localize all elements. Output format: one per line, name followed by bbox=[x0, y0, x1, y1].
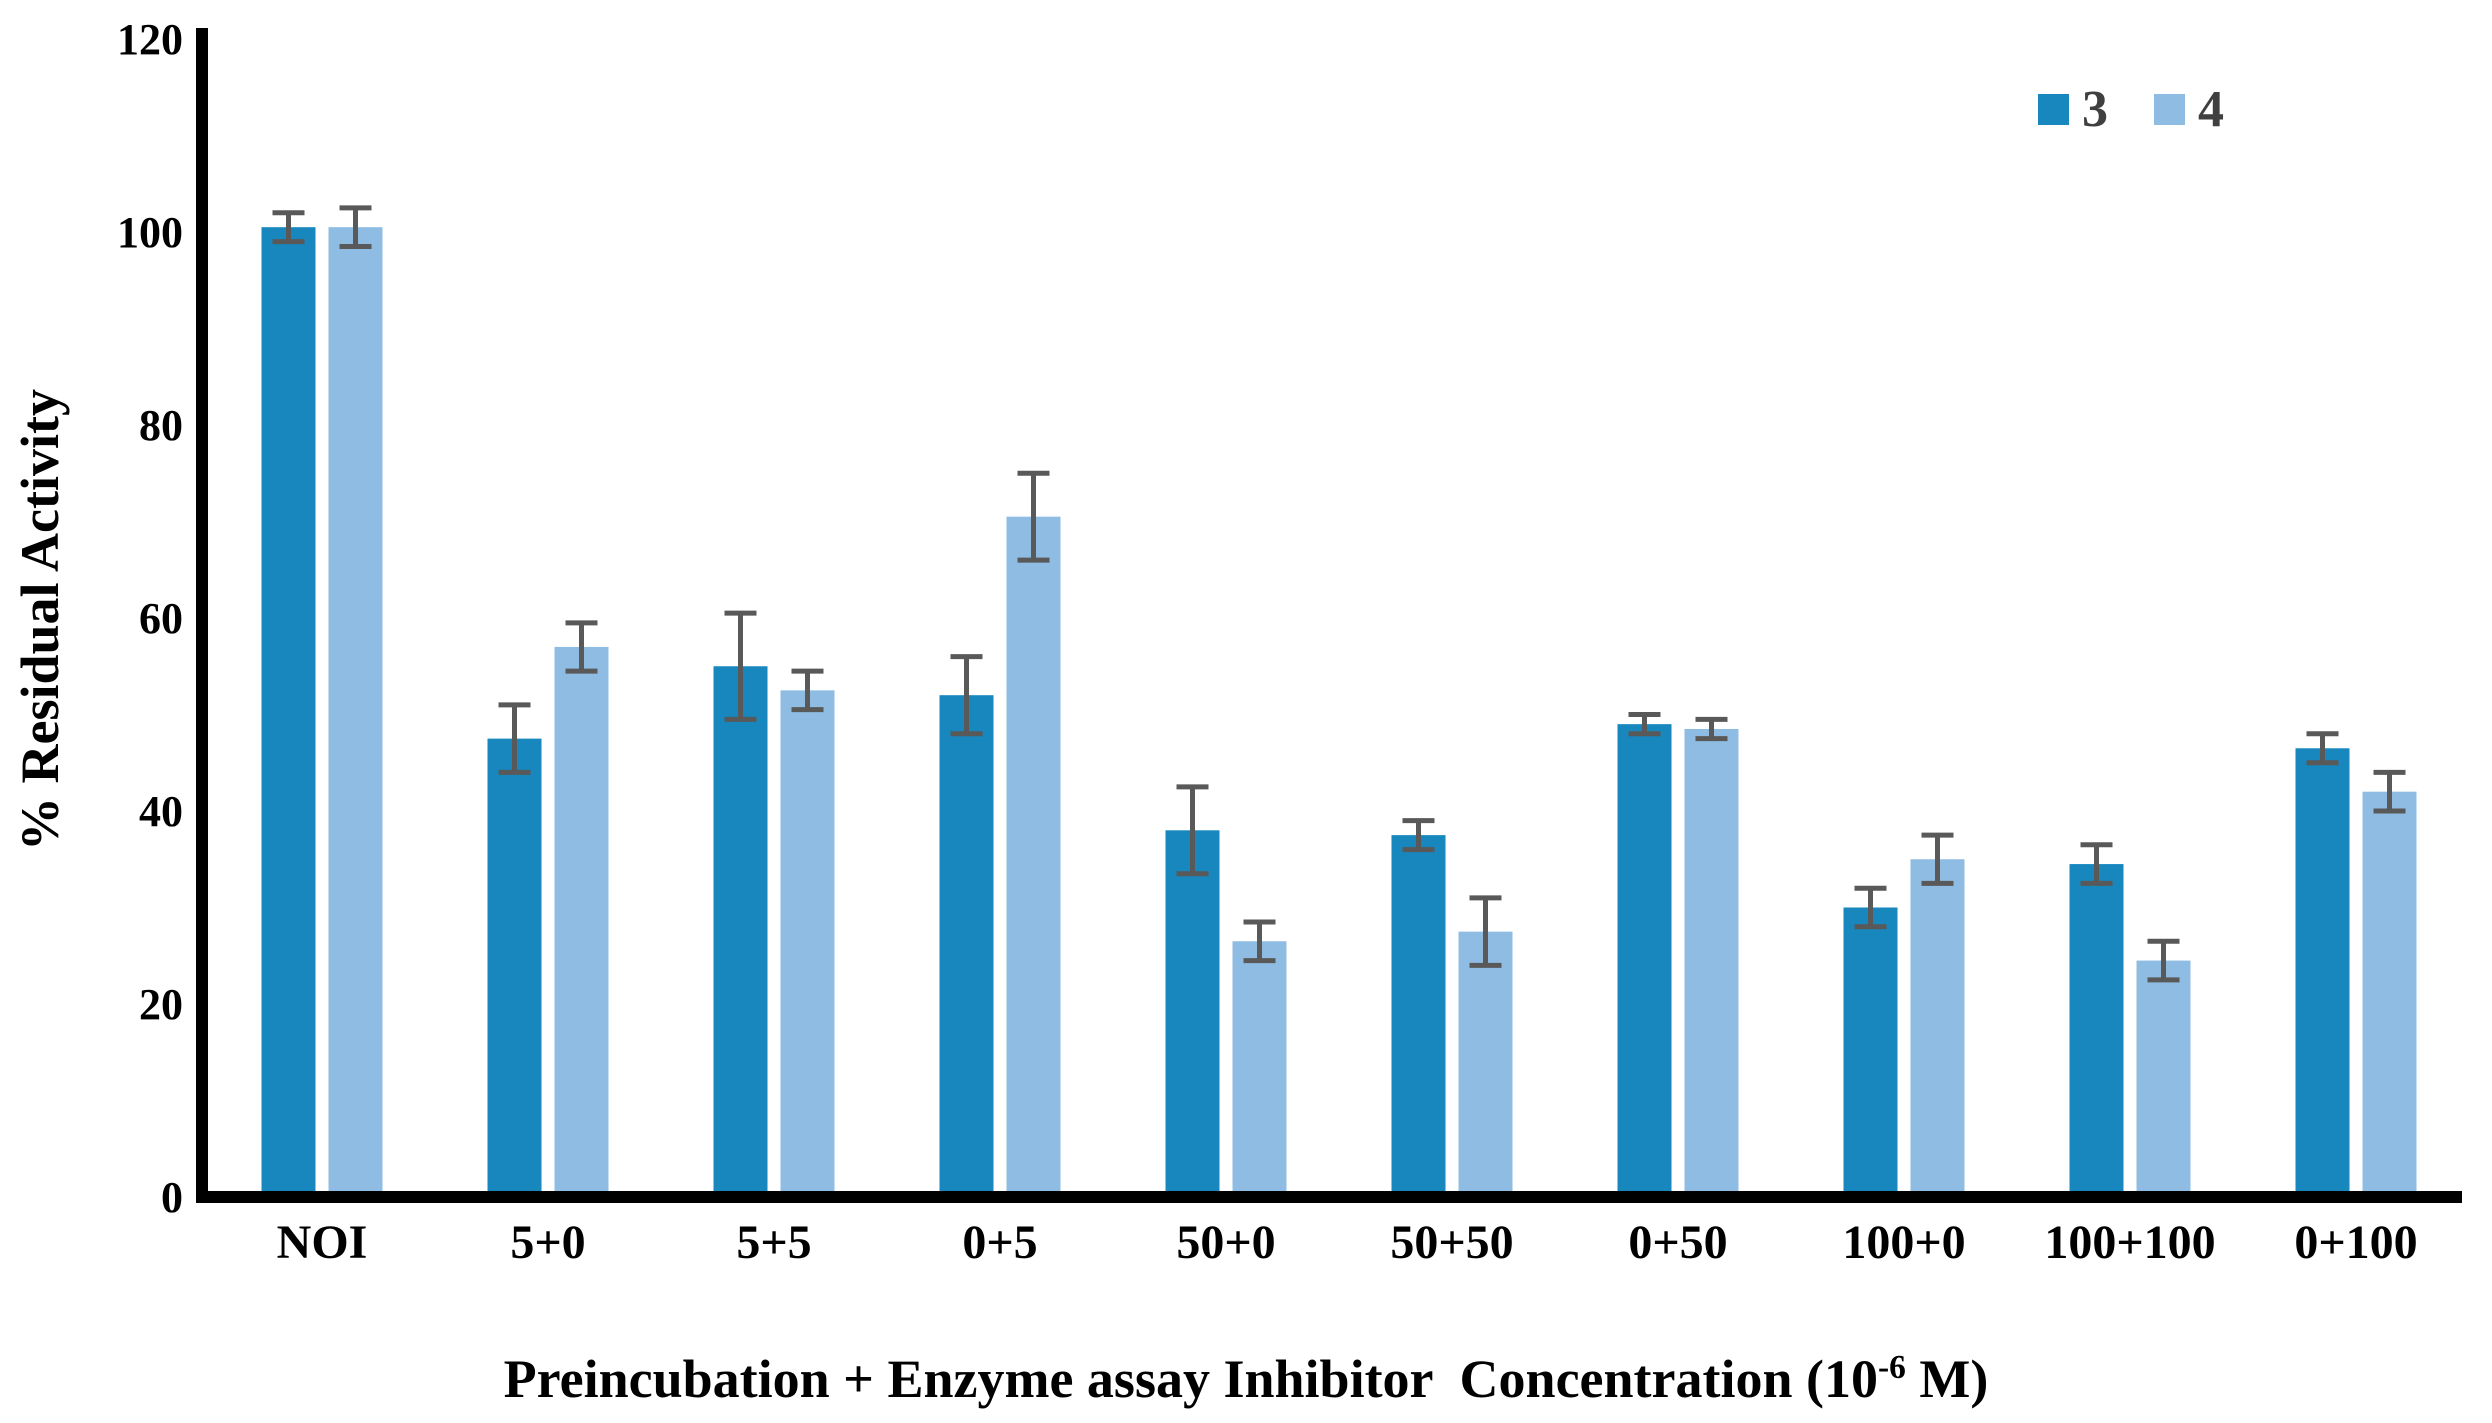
bar-series-3-5+5 bbox=[713, 666, 768, 1203]
bar-series-4-50+50 bbox=[1458, 931, 1513, 1203]
bar-series-4-100+100 bbox=[2136, 960, 2191, 1203]
bar-series-3-0+50 bbox=[1617, 724, 1672, 1203]
x-axis-line bbox=[196, 1191, 2462, 1203]
bar-series-4-5+0 bbox=[554, 646, 609, 1203]
bar-series-4-0+50 bbox=[1684, 728, 1739, 1203]
legend-label-series-4: 4 bbox=[2198, 81, 2224, 138]
y-tick-label-20: 20 bbox=[139, 980, 183, 1029]
y-tick-label-120: 120 bbox=[117, 15, 183, 64]
x-category-label-0+5: 0+5 bbox=[962, 1216, 1037, 1269]
bar-series-3-0+100 bbox=[2295, 748, 2350, 1203]
x-category-label-50+50: 50+50 bbox=[1390, 1216, 1513, 1269]
bar-series-4-5+5 bbox=[780, 690, 835, 1203]
y-tick-label-0: 0 bbox=[161, 1173, 183, 1222]
legend-swatch-series-4 bbox=[2154, 94, 2185, 125]
y-axis-title: % Residual Activity bbox=[10, 388, 70, 852]
bar-series-3-NOI bbox=[261, 227, 316, 1204]
x-axis-title-superscript: -6 bbox=[1878, 1349, 1906, 1386]
x-category-label-50+0: 50+0 bbox=[1176, 1216, 1275, 1269]
bar-series-4-100+0 bbox=[1910, 859, 1965, 1203]
bar-series-4-0+5 bbox=[1006, 516, 1061, 1203]
legend-item-series-4: 4 bbox=[2154, 80, 2224, 139]
legend-swatch-series-3 bbox=[2038, 94, 2069, 125]
legend-label-series-3: 3 bbox=[2082, 81, 2108, 138]
bar-series-3-50+0 bbox=[1165, 830, 1220, 1203]
bar-series-4-50+0 bbox=[1232, 941, 1287, 1203]
legend: 3 4 bbox=[2038, 80, 2270, 139]
x-category-label-100+100: 100+100 bbox=[2044, 1216, 2215, 1269]
x-axis-title-base: Preincubation + Enzyme assay Inhibitor C… bbox=[503, 1349, 1878, 1409]
y-axis-line bbox=[196, 28, 208, 1203]
bar-series-3-5+0 bbox=[487, 738, 542, 1203]
legend-item-series-3: 3 bbox=[2038, 80, 2108, 139]
bar-series-3-0+5 bbox=[939, 695, 994, 1203]
x-category-label-0+100: 0+100 bbox=[2294, 1216, 2417, 1269]
bar-series-3-100+100 bbox=[2069, 864, 2124, 1203]
y-tick-label-60: 60 bbox=[139, 594, 183, 643]
y-tick-label-40: 40 bbox=[139, 787, 183, 836]
x-axis-title-end: M) bbox=[1905, 1349, 1989, 1409]
bar-series-3-50+50 bbox=[1391, 835, 1446, 1203]
y-tick-label-100: 100 bbox=[117, 208, 183, 257]
bar-series-4-NOI bbox=[328, 227, 383, 1204]
x-category-label-0+50: 0+50 bbox=[1628, 1216, 1727, 1269]
y-tick-label-80: 80 bbox=[139, 401, 183, 450]
bar-series-4-0+100 bbox=[2362, 791, 2417, 1203]
x-category-label-100+0: 100+0 bbox=[1842, 1216, 1965, 1269]
x-category-label-5+5: 5+5 bbox=[736, 1216, 811, 1269]
x-axis-title: Preincubation + Enzyme assay Inhibitor C… bbox=[0, 1348, 2492, 1410]
x-category-label-5+0: 5+0 bbox=[510, 1216, 585, 1269]
x-category-label-NOI: NOI bbox=[277, 1216, 368, 1269]
bar-series-3-100+0 bbox=[1843, 907, 1898, 1203]
